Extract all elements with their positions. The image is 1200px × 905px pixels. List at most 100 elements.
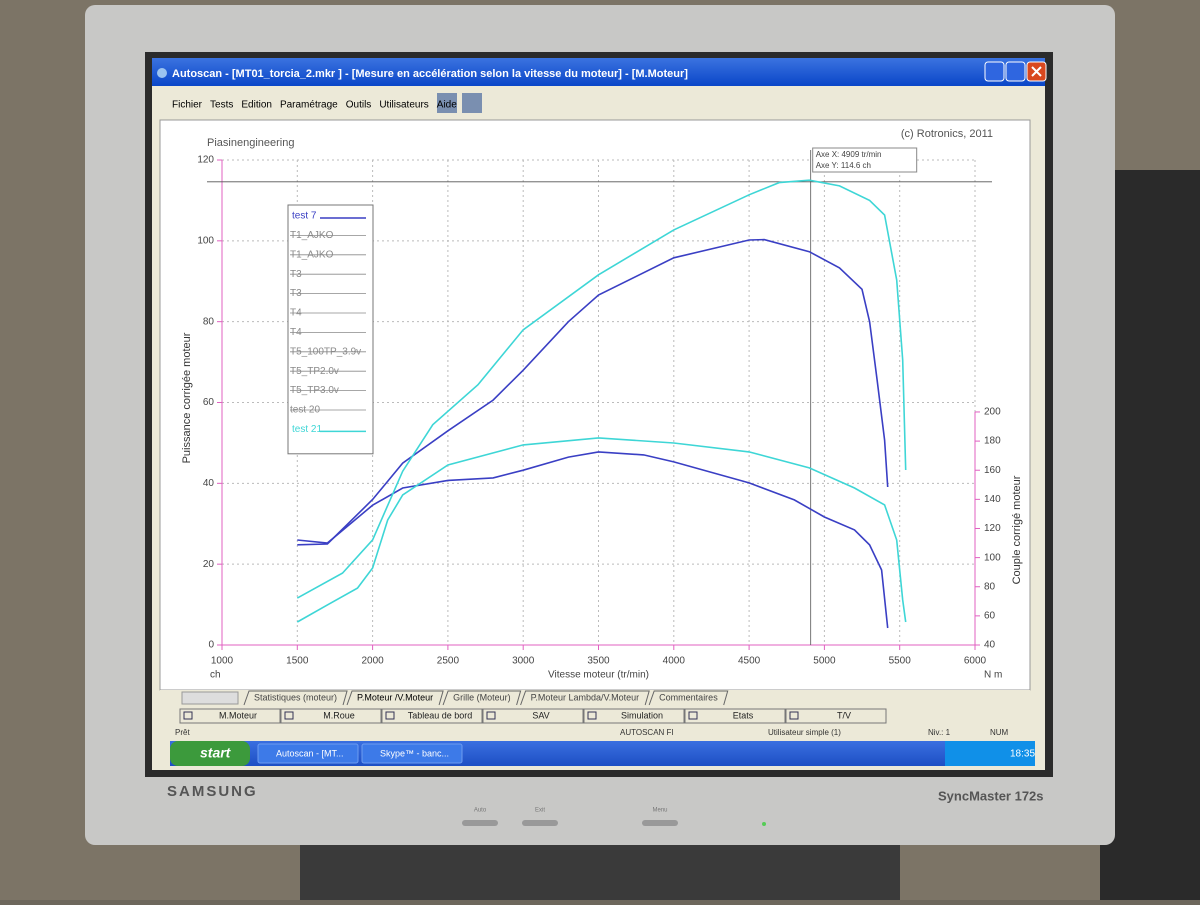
button-label: Etats [733,710,754,720]
y-axis-label: Puissance corrigée moteur [181,332,193,463]
x-tick-label: 2500 [437,656,460,667]
monitor-button-label: Auto [474,808,487,814]
button[interactable] [684,708,786,724]
y-tick-label: 100 [197,235,214,246]
monitor-button-label: Menu [652,808,667,814]
tab-nav[interactable] [181,691,239,705]
status-field: AUTOSCAN FI [620,728,674,737]
monitor-button[interactable] [522,820,558,826]
tab-outline [243,690,348,706]
button[interactable] [482,708,584,724]
y2-tick-label: 100 [984,552,1001,563]
menu-item[interactable]: Aide [437,100,457,111]
button[interactable] [381,708,483,724]
clock: 18:35 [1010,749,1035,760]
menu-item[interactable]: Utilisateurs [379,100,428,111]
button[interactable] [280,708,382,724]
button-label: M.Moteur [219,710,257,720]
button[interactable] [583,708,685,724]
power-led [762,822,766,826]
tab-bar [160,690,1030,706]
maximize-button[interactable] [1005,61,1026,82]
monitor-button[interactable] [462,820,498,826]
button[interactable] [785,708,887,724]
button[interactable] [179,708,281,724]
curve-power [296,179,907,599]
button-label: SAV [532,710,549,720]
y2-tick-label: 200 [984,407,1001,418]
app-icon [157,68,167,78]
button-icon [789,711,799,720]
brand: SAMSUNG [167,783,258,800]
tab[interactable]: Statistiques (moteur) [254,692,337,702]
menu-item[interactable]: Tests [210,100,233,111]
toolbar-icon[interactable] [437,93,457,113]
legend-entry[interactable]: test 7 [292,211,317,222]
y2-axis-label: Couple corrigé moteur [1011,475,1023,584]
tab-outline [520,690,650,706]
button-label: Tableau de bord [408,710,473,720]
menu-item[interactable]: Outils [346,100,372,111]
y2-tick-label: 180 [984,436,1001,447]
button-label: T/V [837,710,851,720]
menu-item[interactable]: Paramétrage [280,100,338,111]
button-icon [284,711,294,720]
toolbar-icon[interactable] [462,93,482,113]
title-bar [152,58,1045,86]
x-tick-label: 5500 [889,656,912,667]
tab[interactable]: P.Moteur Lambda/V.Moteur [531,692,640,702]
y-tick-label: 120 [197,155,214,166]
curve-power [297,238,889,546]
x-tick-label: 4500 [738,656,761,667]
tab[interactable]: P.Moteur /V.Moteur [357,692,433,702]
y-tick-label: 0 [208,640,214,651]
x-axis-label: Vitesse moteur (tr/min) [548,670,649,681]
button-icon [587,711,597,720]
status-field: NUM [990,728,1009,737]
curve-torque [296,437,907,623]
y2-unit: N m [984,670,1002,681]
x-tick-label: 1000 [211,656,234,667]
y-tick-label: 40 [203,478,215,489]
y2-tick-label: 40 [984,640,996,651]
button-label: Simulation [621,710,663,720]
taskbar-item-label: Skype™ - banc... [380,748,449,758]
taskbar-item[interactable] [361,743,463,764]
menu-item[interactable]: Fichier [172,100,203,111]
x-tick-label: 6000 [964,656,987,667]
button-label: M.Roue [323,710,355,720]
x-tick-label: 1500 [286,656,309,667]
button-icon [183,711,193,720]
taskbar-item-label: Autoscan - [MT... [276,748,344,758]
taskbar-item[interactable] [257,743,359,764]
y-unit: ch [210,670,221,681]
monitor-button[interactable] [642,820,678,826]
tab-outline [648,690,729,706]
y-tick-label: 80 [203,316,215,327]
minimize-button[interactable] [984,61,1005,82]
status-field: Utilisateur simple (1) [768,728,841,737]
button-icon [688,711,698,720]
background-device [1100,170,1200,900]
x-tick-label: 5000 [813,656,836,667]
window-title: Autoscan - [MT01_torcia_2.mkr ] - [Mesur… [172,68,688,80]
legend-entry[interactable]: test 21 [292,424,322,435]
chart-header-right: (c) Rotronics, 2011 [901,128,993,140]
x-tick-label: 3000 [512,656,535,667]
status-bar [160,726,1030,740]
status-field: Niv.: 1 [928,728,951,737]
close-icon [1031,66,1042,77]
chart-header-left: Piasinengineering [207,137,294,149]
menu-item[interactable]: Edition [241,100,272,111]
start-button[interactable] [170,741,250,766]
menu-bar [152,90,1045,116]
start-label: start [200,745,232,761]
tab[interactable]: Grille (Moteur) [453,692,511,702]
cursor-box [812,147,918,173]
y-tick-label: 60 [203,397,215,408]
monitor-stand [300,840,900,900]
button-icon [486,711,496,720]
tab[interactable]: Commentaires [659,692,718,702]
